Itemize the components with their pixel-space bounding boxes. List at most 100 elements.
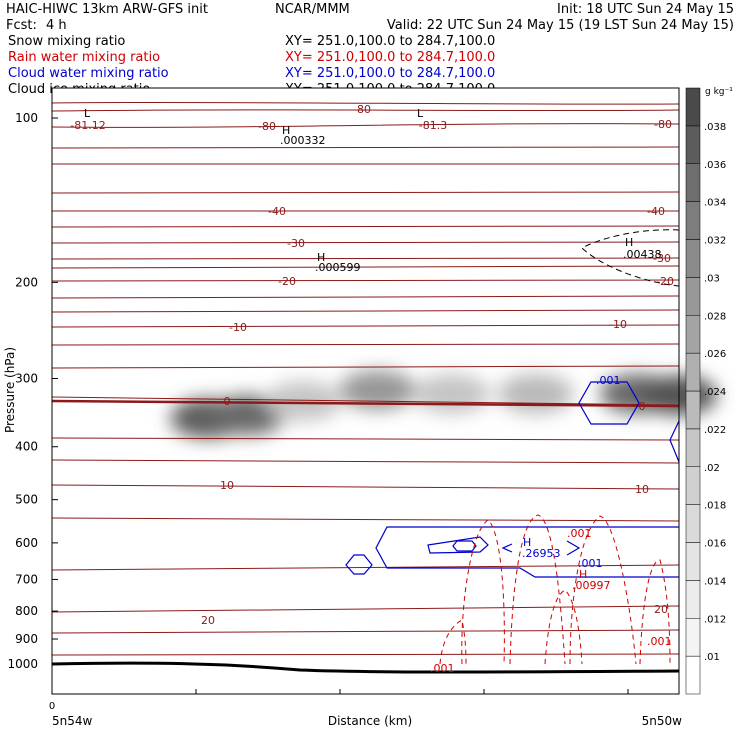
high-marker: H	[579, 568, 587, 581]
colorbar-swatch	[685, 655, 701, 695]
colorbar-tick-label: .01	[704, 652, 720, 663]
isotherm-line	[51, 343, 680, 346]
isotherm-line	[51, 459, 680, 464]
x-end-label-left: 5n54w	[52, 714, 93, 728]
colorbar-unit: g kg⁻¹	[705, 87, 733, 97]
field-row-rain: Rain water mixing ratio XY= 251.0,100.0 …	[8, 50, 495, 65]
colorbar-swatch	[685, 201, 701, 240]
x-axis: 0 5n54w Distance (km) 5n50w	[49, 689, 682, 728]
isotherm-line	[51, 101, 680, 105]
temperature-label: -10	[229, 321, 247, 334]
low-marker: L	[417, 107, 424, 120]
y-tick-label: 200	[15, 275, 38, 289]
isotherm-line	[51, 163, 680, 165]
y-tick-label: 800	[15, 604, 38, 618]
isotherm-line	[51, 605, 680, 613]
y-axis-label: Pressure (hPa)	[3, 347, 17, 433]
y-tick-label: 1000	[7, 657, 38, 671]
cloud-water-contour	[452, 540, 477, 552]
colorbar-swatch	[685, 618, 701, 657]
cloud-water-contour	[669, 420, 680, 463]
colorbar-swatch	[685, 390, 701, 430]
header-title: HAIC-HIWC 13km ARW-GFS init	[6, 2, 208, 17]
cloud-water-contour	[345, 554, 373, 575]
header-fcst-value: 4 h	[46, 18, 67, 33]
isotherm-line	[51, 191, 680, 194]
colorbar-tick-label: .014	[704, 576, 726, 587]
temperature-labels: -81.12 -81.3 -80 -80 -80 -40 -40 -30 -30…	[70, 103, 674, 627]
field-xy-snow: XY= 251.0,100.0 to 284.7,100.0	[285, 34, 495, 49]
extremum-value: .000599	[315, 261, 361, 274]
rain-contour	[461, 519, 505, 665]
isotherm-line	[51, 295, 680, 299]
field-name-cloud-water: Cloud water mixing ratio	[8, 66, 169, 81]
isotherm-line	[51, 146, 680, 149]
temperature-label: 20	[201, 614, 215, 627]
temperature-label: -40	[647, 205, 665, 218]
temperature-label: -80	[654, 118, 672, 131]
header-fcst-label: Fcst:	[6, 18, 37, 33]
isotherm-line	[51, 517, 680, 522]
isotherm-line	[51, 324, 680, 328]
cloud-water-contour	[566, 540, 581, 556]
temperature-label: -81.12	[70, 119, 105, 132]
field-name-rain: Rain water mixing ratio	[8, 50, 160, 65]
colorbar: .01 .012 .014 .016 .018 .02 .022 .024 .026 .028 .0…	[685, 87, 726, 695]
colorbar-swatch	[685, 239, 701, 278]
temperature-label: 20	[654, 603, 668, 616]
colorbar-swatch	[685, 125, 701, 164]
header-org: NCAR/MMM	[275, 2, 350, 17]
colorbar-tick-label: .034	[704, 198, 726, 209]
temperature-label: -20	[278, 275, 296, 288]
rain-contours	[439, 514, 671, 665]
rain-label: .001	[567, 527, 592, 540]
isotherm-lines	[51, 101, 680, 656]
temperature-label: -20	[656, 275, 674, 288]
rain-label: .001	[430, 662, 455, 675]
isotherm-line	[51, 484, 680, 490]
rain-contour	[639, 559, 671, 665]
temperature-label: 0	[639, 400, 646, 413]
colorbar-tick-label: .022	[704, 425, 726, 436]
x-axis-label: Distance (km)	[328, 714, 412, 728]
colorbar-tick-label: .038	[704, 122, 726, 133]
isotherm-line	[51, 109, 680, 112]
colorbar-tick-label: .012	[704, 614, 726, 625]
cloud-ice-cell	[339, 370, 416, 411]
colorbar-tick-label: .02	[704, 463, 720, 474]
isotherm-line	[51, 365, 680, 369]
rain-contour	[439, 619, 467, 665]
cloud-ice-contour	[581, 229, 680, 287]
y-axis: 100 200 300 400 500 600 700 800 900 1000	[7, 111, 58, 671]
colorbar-swatch	[685, 428, 701, 467]
high-marker: H	[625, 236, 633, 249]
y-tick-label: 300	[15, 372, 38, 386]
y-tick-label: 600	[15, 536, 38, 550]
extrema-labels: L L H .000332 H .000599 H .00438 H .2695…	[84, 107, 662, 592]
colorbar-swatch	[685, 87, 701, 127]
temperature-label: 10	[635, 483, 649, 496]
y-tick-label: 700	[15, 572, 38, 586]
colorbar-tick-label: .032	[704, 236, 726, 247]
colorbar-tick-label: .036	[704, 160, 726, 171]
colorbar-swatch	[685, 542, 701, 581]
x-tick-label: 0	[49, 701, 55, 712]
field-name-snow: Snow mixing ratio	[8, 34, 125, 49]
colorbar-tick-label: .024	[704, 387, 726, 398]
rain-label: .001	[647, 635, 672, 648]
y-tick-label: 500	[15, 493, 38, 507]
field-xy-rain: XY= 251.0,100.0 to 284.7,100.0	[285, 50, 495, 65]
cloud-ice-cell	[497, 373, 574, 414]
colorbar-swatch	[685, 580, 701, 619]
isotherm-line	[51, 123, 680, 128]
extremum-value: .000332	[280, 134, 326, 147]
colorbar-swatch	[685, 163, 701, 202]
extremum-value: .00997	[572, 579, 611, 592]
isotherm-line	[51, 309, 680, 313]
surface-line	[51, 661, 680, 674]
temperature-label: -81.3	[419, 119, 447, 132]
colorbar-tick-label: .028	[704, 311, 726, 322]
temperature-label: -10	[609, 318, 627, 331]
mixing-ratio-labels: .001 .001 .001 .001 .001	[430, 374, 672, 675]
isotherm-line	[51, 653, 680, 656]
